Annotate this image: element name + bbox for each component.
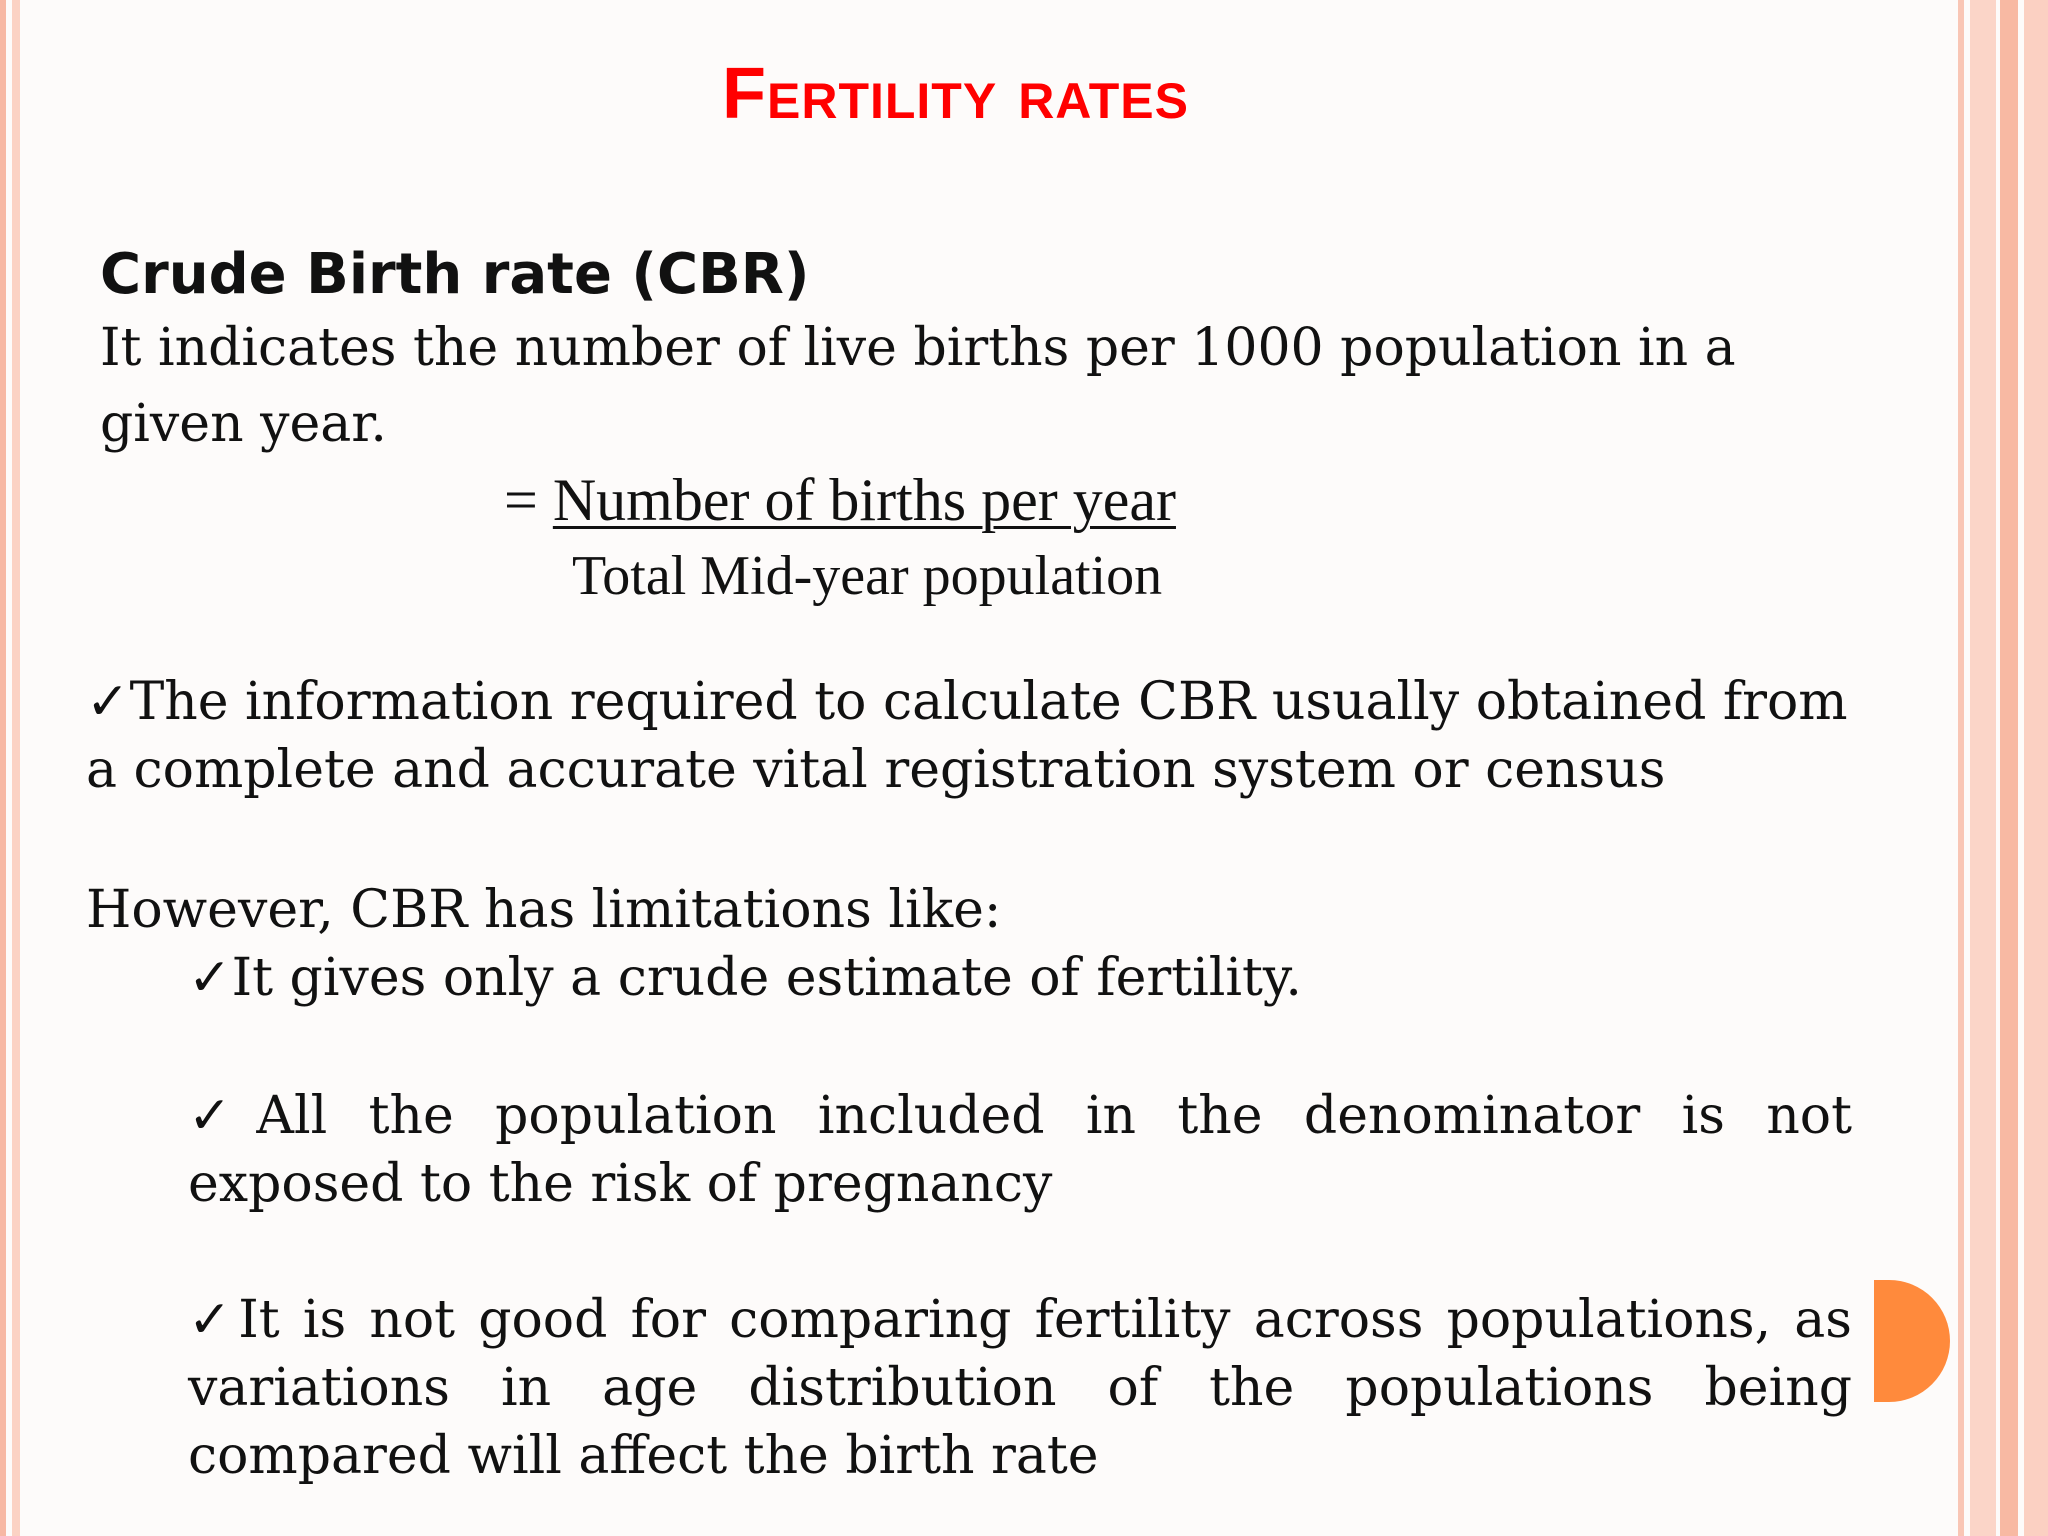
formula-numerator-line: = Number of births per year (504, 466, 1176, 535)
right-border-stripe-3 (2000, 0, 2018, 1536)
limitation-text-1: It gives only a crude estimate of fertil… (231, 948, 1302, 1008)
limitation-text-3: It is not good for comparing fertility a… (188, 1290, 1852, 1486)
right-border-stripe-2 (1970, 0, 1996, 1536)
formula-denominator: Total Mid-year population (572, 545, 1163, 607)
limitation-item-3: ✓It is not good for comparing fertility … (188, 1286, 1852, 1490)
limitation-item-2: ✓All the population included in the deno… (188, 1082, 1852, 1218)
limitation-text-2: All the population included in the denom… (188, 1086, 1853, 1214)
slide-title: Fertility rates (722, 54, 1189, 134)
left-border-stripe-inner (12, 0, 20, 1536)
formula-numerator: Number of births per year (552, 467, 1176, 533)
info-point-text: The information required to calculate CB… (86, 672, 1848, 800)
limitations-intro: However, CBR has limitations like: (86, 880, 1002, 940)
definition-text: It indicates the number of live births p… (100, 318, 1736, 454)
left-border-stripe (0, 0, 6, 1536)
formula-equals: = (504, 467, 553, 533)
check-icon: ✓ (188, 948, 232, 1008)
section-heading: Crude Birth rate (CBR) (100, 242, 810, 307)
check-icon: ✓ (188, 1290, 239, 1350)
limitation-item-1: ✓It gives only a crude estimate of ferti… (188, 944, 1852, 1012)
info-point: ✓The information required to calculate C… (86, 668, 1886, 804)
check-icon: ✓ (86, 672, 130, 732)
right-border-stripe-4 (2024, 0, 2048, 1536)
right-border-stripe-1 (1958, 0, 1964, 1536)
check-icon: ✓ (188, 1086, 257, 1146)
